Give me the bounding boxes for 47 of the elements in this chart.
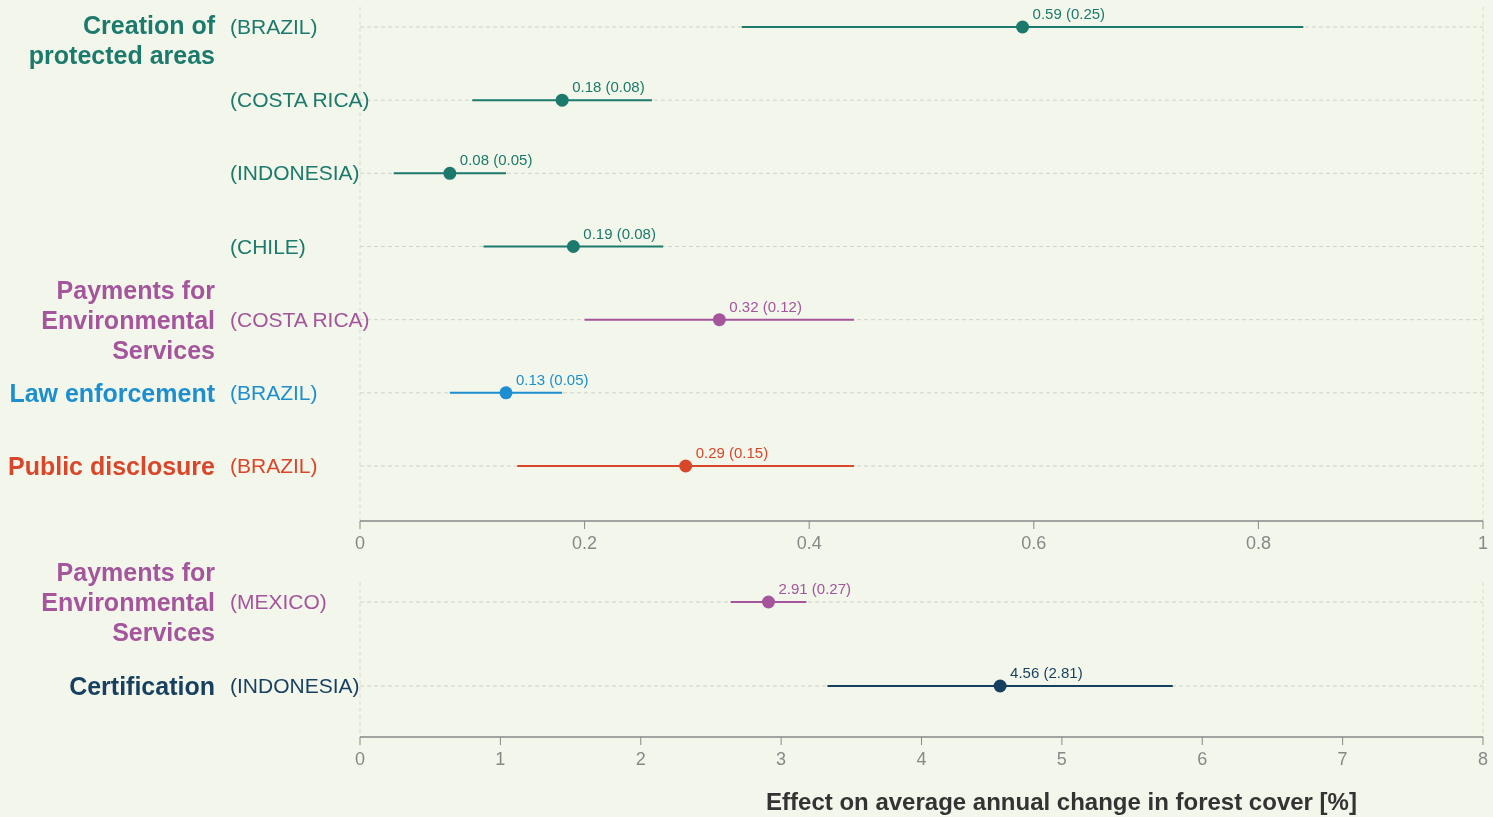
x-tick-label: 0.6 xyxy=(1021,533,1047,553)
data-label: 0.29 (0.15) xyxy=(695,444,769,461)
text: Certification xyxy=(69,672,215,700)
x-tick-label: 0.8 xyxy=(1245,533,1271,553)
point xyxy=(1016,20,1030,34)
data-label: 0.13 (0.05) xyxy=(515,370,589,388)
data-label: 2.91 (0.27) xyxy=(778,580,852,597)
data-label: 0.08 (0.05) xyxy=(459,151,533,169)
x-tick-label: 1 xyxy=(495,749,506,769)
x-tick-label: 1 xyxy=(1477,533,1489,553)
y-tick-label: (INDONESIA) xyxy=(230,674,360,697)
x-tick-label: 3 xyxy=(776,749,787,769)
text: Payments for Environmental Services xyxy=(41,275,216,364)
data-label: 0.18 (0.08) xyxy=(572,78,645,96)
text: Creation of protected areas xyxy=(28,11,216,69)
x-tick-label: 8 xyxy=(1477,749,1489,769)
data-label: 4.56 (2.81) xyxy=(1010,664,1083,681)
y-tick-label: (COSTA RICA) xyxy=(230,307,370,331)
y-tick-label: (BRAZIL) xyxy=(230,15,318,38)
x-tick-label: 7 xyxy=(1337,749,1348,769)
point xyxy=(566,240,580,253)
x-tick-label: 6 xyxy=(1197,749,1208,769)
x-axis-title: Effect on average annual change in forest cover [%] xyxy=(766,788,1357,815)
data-label: 0.32 (0.12) xyxy=(729,297,802,315)
point xyxy=(555,93,569,107)
point xyxy=(712,313,726,327)
point xyxy=(499,386,513,400)
x-tick-label: 0.4 xyxy=(796,533,822,553)
point xyxy=(443,166,457,180)
y-tick-label: (INDONESIA) xyxy=(230,161,360,185)
y-tick-label: (BRAZIL) xyxy=(230,454,318,477)
text: Payments for Environmental Services xyxy=(41,558,216,646)
text: Law enforcement xyxy=(9,378,216,407)
x-tick-label: 0.2 xyxy=(572,533,598,553)
y-tick-label: (MEXICO) xyxy=(230,590,327,613)
x-tick-label: 0 xyxy=(354,533,366,553)
x-tick-label: 5 xyxy=(1056,749,1067,769)
x-tick-label: 4 xyxy=(916,749,927,769)
x-tick-label: 2 xyxy=(635,749,646,769)
data-label: 0.59 (0.25) xyxy=(1032,5,1106,22)
y-tick-label: (COSTA RICA) xyxy=(230,88,370,112)
x-tick-label: 0 xyxy=(354,749,366,769)
y-tick-label: (BRAZIL) xyxy=(230,380,318,404)
data-label: 0.19 (0.08) xyxy=(583,224,656,242)
y-tick-label: (CHILE) xyxy=(230,234,306,258)
text: Public disclosure xyxy=(7,452,216,480)
point xyxy=(679,459,693,473)
